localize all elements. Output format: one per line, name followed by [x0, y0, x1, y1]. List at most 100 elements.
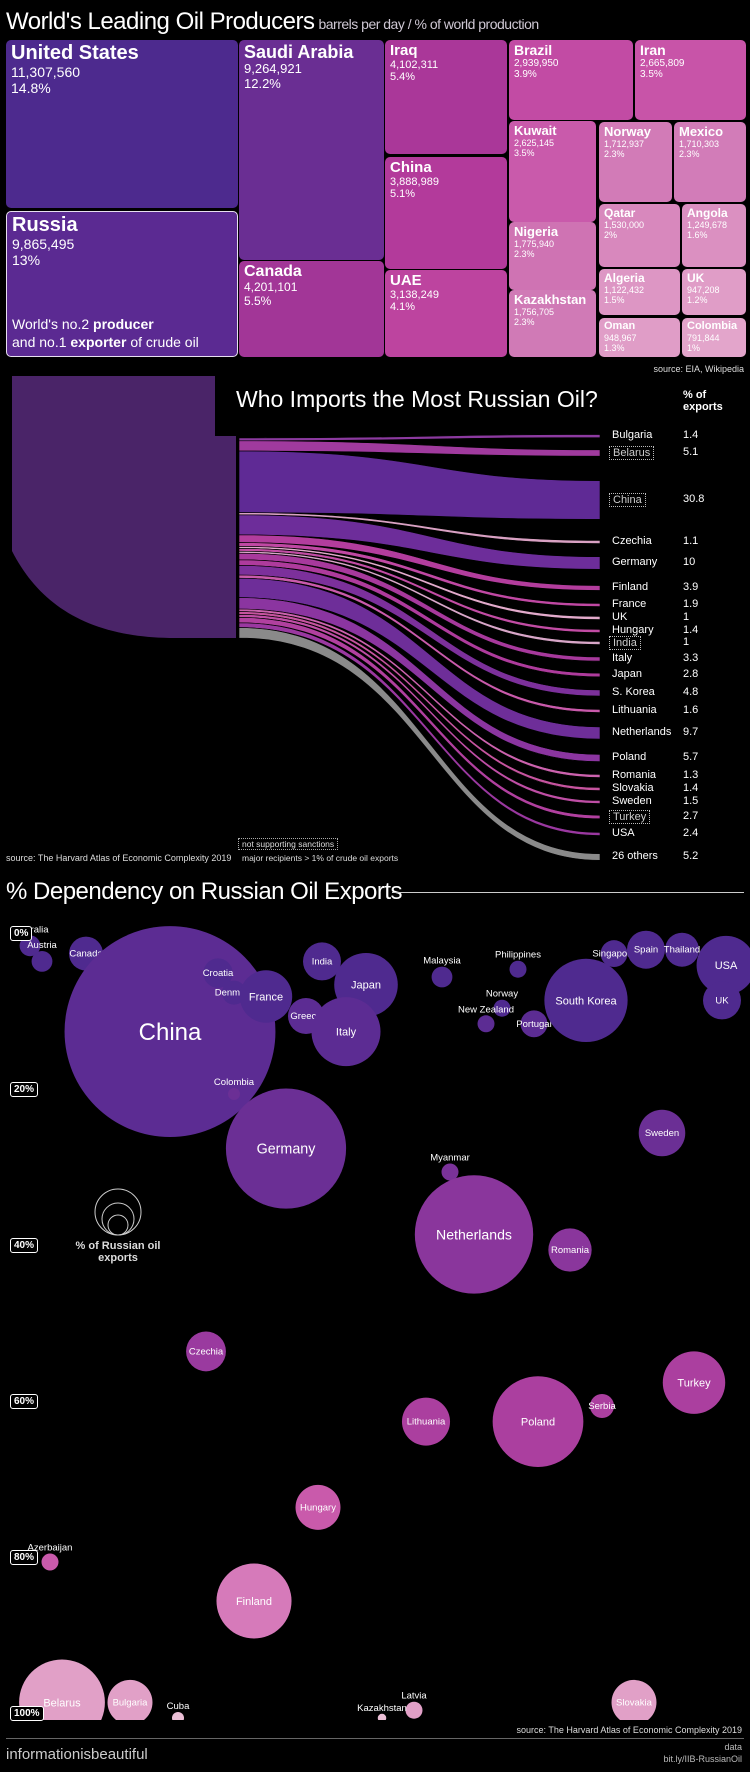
- sankey-value-s-korea: 4.8: [683, 686, 699, 698]
- bubble-label-kazakhstan: Kazakhstan: [357, 1703, 407, 1714]
- bubble-italy: [311, 997, 381, 1067]
- bubble-label-thailand: Thailand: [664, 945, 700, 956]
- treemap-cell-value: 1,122,432: [604, 284, 645, 295]
- bubble-poland: [492, 1376, 584, 1467]
- treemap-cell-kazakhstan: Kazakhstan 1,756,705 2.3%: [509, 290, 596, 357]
- bubble-size-legend-label: % of Russian oil exports: [75, 1240, 161, 1264]
- sankey-label-sweden: Sweden: [612, 795, 652, 807]
- treemap-cell-name: Norway: [604, 124, 651, 139]
- bubble-label-malaysia: Malaysia: [423, 956, 461, 967]
- bubble-south-korea: [544, 958, 628, 1043]
- treemap-cell-united-states: United States 11,307,560 14.8%: [6, 40, 238, 208]
- sankey-label-belarus: Belarus: [609, 446, 655, 460]
- treemap-cell-iran: Iran 2,665,809 3.5%: [635, 40, 746, 120]
- sankey-source-russia: [12, 376, 236, 638]
- treemap-cell-name: Canada: [244, 263, 302, 280]
- sankey-value-poland: 5.7: [683, 751, 699, 763]
- bubble-finland: [216, 1563, 292, 1639]
- bubble-cuba: [171, 1711, 185, 1720]
- data-link[interactable]: data bit.ly/IIB-RussianOil: [663, 1742, 742, 1765]
- sankey-value-usa: 2.4: [683, 827, 699, 839]
- legend-not-supporting-sanctions: not supporting sanctions: [238, 838, 339, 850]
- treemap-cell-name: Qatar: [604, 206, 636, 220]
- bubble-norway: [493, 999, 511, 1017]
- bubble-size-legend: [94, 1188, 142, 1236]
- treemap-cell-iraq: Iraq 4,102,311 5.4%: [385, 40, 507, 154]
- bubble-colombia: [227, 1087, 241, 1101]
- treemap-cell-value: 948,967: [604, 332, 637, 343]
- brand-logo[interactable]: informationisbeautiful: [6, 1746, 148, 1763]
- sankey-flow-poland: [238, 597, 601, 762]
- y-tick-80: 80%: [10, 1550, 39, 1565]
- sankey-flow-france: [238, 542, 601, 607]
- treemap-cell-share: 3.9%: [514, 69, 537, 81]
- bubble-new-zealand: [477, 1015, 495, 1033]
- treemap-cell-value: 4,201,101: [244, 279, 298, 294]
- sankey-flow-hungary: [238, 548, 601, 633]
- bubble-label-sweden: Sweden: [645, 1128, 679, 1139]
- bubble-label-china: China: [139, 1019, 202, 1046]
- sankey-value-china: 30.8: [683, 493, 705, 505]
- sankey-label-germany: Germany: [612, 556, 658, 568]
- russia-note-bold: producer: [93, 316, 154, 332]
- sankey-flow-belarus: [238, 440, 601, 457]
- bubble-label-latvia: Latvia: [401, 1691, 427, 1702]
- bubble-label-azerbaijan: Azerbaijan: [28, 1543, 73, 1554]
- treemap-cell-norway: Norway 1,712,937 2.3%: [599, 122, 672, 202]
- data-link-url[interactable]: bit.ly/IIB-RussianOil: [663, 1753, 742, 1764]
- bubble-turkey: [662, 1351, 726, 1414]
- bubble-uk: [703, 981, 741, 1020]
- sankey-label-s-korea: S. Korea: [612, 686, 655, 698]
- treemap-cell-share: 3.5%: [640, 69, 663, 81]
- treemap-cell-share: 4.1%: [390, 301, 416, 314]
- bubble-croatia: [203, 958, 233, 988]
- bubble-portugal: [520, 1010, 548, 1038]
- bubble-label-czechia: Czechia: [189, 1346, 224, 1357]
- treemap-cell-mexico: Mexico 1,710,303 2.3%: [674, 122, 746, 202]
- treemap-cell-name: Nigeria: [514, 224, 559, 239]
- y-tick-100: 100%: [10, 1706, 44, 1721]
- sankey-flow-romania: [238, 608, 601, 778]
- bubble-label-south-korea: South Korea: [555, 995, 617, 1007]
- sankey-chart: [12, 376, 750, 861]
- y-tick-60: 60%: [10, 1394, 39, 1409]
- bubble-label-myanmar: Myanmar: [430, 1153, 470, 1164]
- bubble-label-romania: Romania: [551, 1245, 590, 1256]
- bubble-azerbaijan: [41, 1553, 59, 1571]
- sankey-label-japan: Japan: [612, 668, 642, 680]
- treemap-cell-value: 2,665,809: [640, 57, 685, 69]
- sankey-value-sweden: 1.5: [683, 795, 699, 807]
- treemap-cell-value: 1,712,937: [604, 138, 645, 149]
- bubble-czechia: [186, 1331, 226, 1372]
- y-tick-40: 40%: [10, 1238, 39, 1253]
- bubble-hungary: [295, 1484, 341, 1530]
- russia-note-part: and no.1: [12, 334, 67, 350]
- bubble-bulgaria: [107, 1679, 153, 1720]
- bubble-label-italy: Italy: [336, 1026, 357, 1038]
- bubble-austria: [31, 950, 53, 972]
- treemap-cell-name: Iran: [640, 42, 666, 58]
- treemap-cell-share: 1.5%: [604, 294, 625, 305]
- size-legend-ring: [101, 1202, 135, 1236]
- bubble-romania: [548, 1228, 592, 1272]
- bubble-label-austria: Austria: [27, 940, 57, 951]
- bubble-label-bulgaria: Bulgaria: [113, 1697, 149, 1708]
- treemap-cell-qatar: Qatar 1,530,000 2%: [599, 204, 680, 267]
- sankey-flow-s-korea: [238, 565, 601, 697]
- treemap-cell-value: 2,939,950: [514, 57, 559, 69]
- sankey-value-slovakia: 1.4: [683, 782, 699, 794]
- sankey-value-finland: 3.9: [683, 581, 699, 593]
- treemap-cell-name: Angola: [687, 206, 728, 220]
- data-label: data: [724, 1742, 742, 1752]
- sankey-title-backdrop: [215, 376, 750, 436]
- bubble-label-finland: Finland: [236, 1596, 272, 1608]
- treemap-cell-share: 2%: [604, 229, 618, 240]
- sankey-label-turkey: Turkey: [609, 810, 651, 824]
- bubble-label-belarus: Belarus: [43, 1697, 81, 1709]
- sankey-label-netherlands: Netherlands: [612, 726, 672, 738]
- sankey-title: Who Imports the Most Russian Oil?: [236, 386, 598, 412]
- sankey-flow-lithuania: [238, 574, 601, 713]
- bubble-label-poland: Poland: [521, 1416, 555, 1428]
- y-tick-0: 0%: [10, 926, 33, 941]
- treemap-cell-name: United States: [11, 42, 139, 64]
